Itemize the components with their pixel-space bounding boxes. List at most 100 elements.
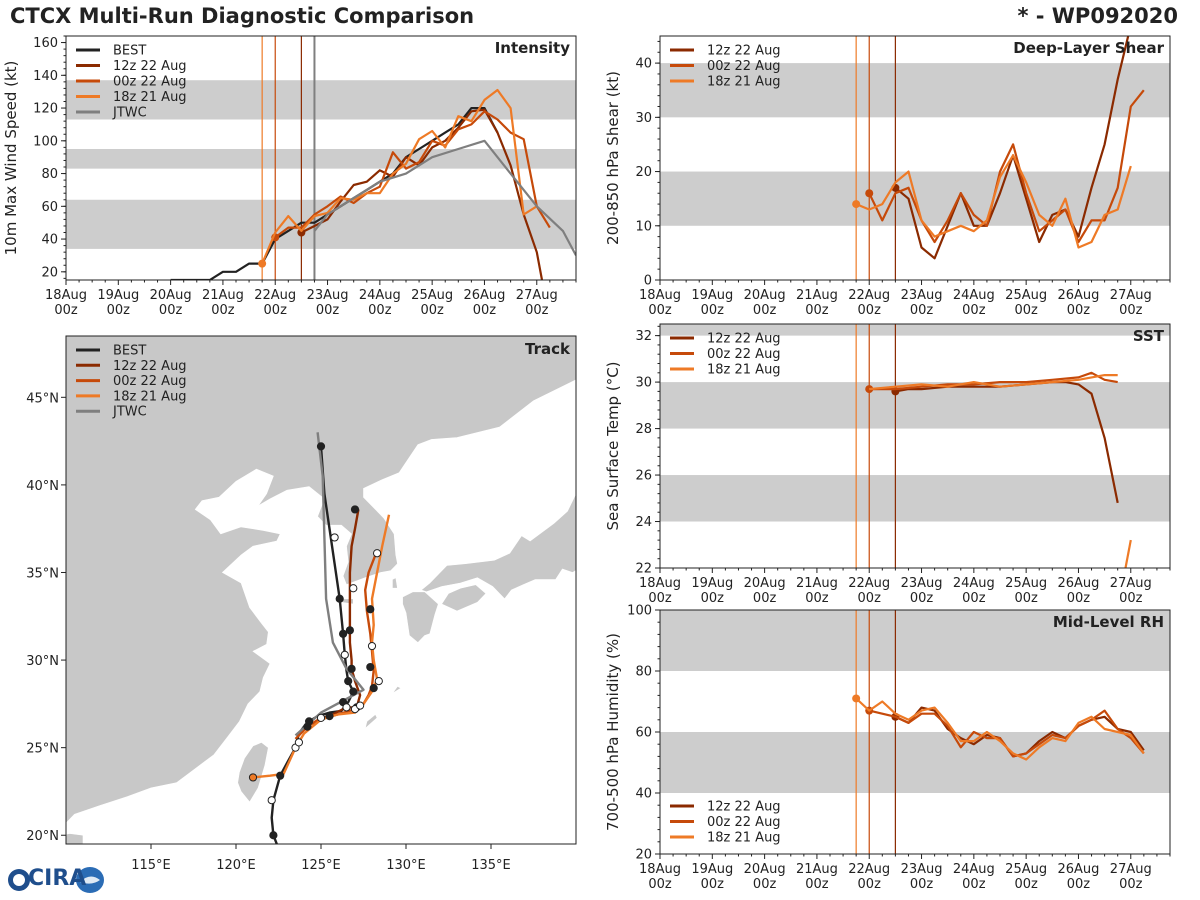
cira-logo-swirl [80, 876, 100, 884]
track-point-run_00z [367, 641, 377, 651]
intensity-series-run_12z [300, 108, 544, 280]
shear-xtick-day: 26Aug [1057, 288, 1099, 303]
track-point-run_18z [356, 701, 365, 710]
shear-title: Deep-Layer Shear [1013, 39, 1164, 57]
sst-xtick-hour: 00z [1014, 591, 1038, 606]
shear-legend-label: 12z 22 Aug [707, 44, 781, 59]
shear-xtick-hour: 00z [1119, 303, 1143, 318]
sst-xtick-day: 18Aug [639, 576, 681, 591]
rh-xtick-hour: 00z [753, 877, 777, 892]
track-point-best [335, 594, 344, 603]
track-point-best [349, 687, 358, 696]
sst-ytick-label: 24 [635, 515, 652, 530]
rh-xtick-day: 21Aug [796, 862, 838, 877]
intensity-ytick-label: 20 [41, 265, 58, 280]
sst-xtick-day: 21Aug [796, 576, 838, 591]
storm-id: * - WP092020 [1017, 4, 1178, 28]
rh-xtick-hour: 00z [648, 877, 672, 892]
shear-xtick-hour: 00z [648, 303, 672, 318]
intensity-xtick-hour: 00z [159, 303, 183, 318]
shear-xtick-hour: 00z [753, 303, 777, 318]
land-hainan [66, 833, 84, 844]
shear-xtick-day: 21Aug [796, 288, 838, 303]
sst-series-run_18z-tail [1124, 539, 1132, 568]
sst-frame [659, 323, 1171, 569]
track-point-best [325, 712, 334, 721]
rh-xtick-day: 18Aug [639, 862, 681, 877]
sst-xtick-day: 19Aug [691, 576, 733, 591]
rh-xtick-day: 19Aug [691, 862, 733, 877]
land-kyushu [402, 591, 439, 644]
sst-xtick-hour: 00z [753, 591, 777, 606]
sst-xtick-hour: 00z [701, 591, 725, 606]
track-line-jtwc [294, 432, 365, 737]
rh-xtick-hour: 00z [1067, 877, 1091, 892]
track-xtick-label: 115°E [131, 858, 171, 873]
rh-panel: 2040608010018Aug00z19Aug00z20Aug00z21Aug… [604, 604, 1171, 892]
shear-xtick-hour: 00z [701, 303, 725, 318]
intensity-ytick-label: 160 [33, 36, 58, 51]
rh-title: Mid-Level RH [1053, 613, 1164, 631]
intensity-xtick-day: 22Aug [254, 288, 296, 303]
intensity-ytick-label: 40 [41, 233, 58, 248]
intensity-xtick-day: 18Aug [45, 288, 87, 303]
sst-title: SST [1133, 327, 1165, 345]
intensity-ylabel: 10m Max Wind Speed (kt) [2, 61, 20, 256]
rh-xtick-day: 22Aug [848, 862, 890, 877]
rh-series-group [852, 694, 1145, 761]
cira-logo [8, 867, 104, 893]
track-point-run_18z [294, 738, 303, 747]
track-xtick-label: 135°E [471, 858, 511, 873]
sst-xtick-hour: 00z [962, 591, 986, 606]
track-point-run_18z [248, 773, 258, 782]
cira-logo-text: CIRA [28, 866, 87, 891]
track-point-run_00z [366, 662, 375, 672]
intensity-ytick-label: 120 [33, 102, 58, 117]
sst-xtick-day: 25Aug [1005, 576, 1047, 591]
intensity-xtick-hour: 00z [368, 303, 392, 318]
intensity-band-1 [66, 148, 576, 169]
shear-xtick-hour: 00z [805, 303, 829, 318]
track-map-group [66, 336, 576, 844]
shear-xtick-day: 22Aug [848, 288, 890, 303]
sst-ytick-label: 28 [635, 422, 652, 437]
shear-legend-label: 18z 21 Aug [707, 75, 781, 90]
track-point-best [340, 650, 349, 659]
rh-xtick-hour: 00z [701, 877, 725, 892]
shear-frame [659, 35, 1171, 281]
shear-xtick-day: 20Aug [744, 288, 786, 303]
rh-ytick-label: 100 [627, 604, 652, 619]
intensity-xtick-hour: 00z [316, 303, 340, 318]
track-ytick-label: 45°N [26, 391, 59, 406]
rh-xtick-hour: 00z [858, 877, 882, 892]
land-taiwan [237, 742, 269, 803]
rh-xtick-hour: 00z [910, 877, 934, 892]
track-legend-label: 00z 22 Aug [113, 374, 187, 389]
intensity-xtick-day: 26Aug [463, 288, 505, 303]
shear-xtick-day: 18Aug [639, 288, 681, 303]
sst-xtick-day: 27Aug [1110, 576, 1152, 591]
intensity-xtick-hour: 00z [211, 303, 235, 318]
track-panel: 115°E 120°E 125°E 130°E 135°E 20°N 25°N 30°N 35°… [26, 335, 577, 873]
track-point-best [267, 796, 276, 805]
track-point-best [316, 442, 326, 451]
sst-xtick-hour: 00z [805, 591, 829, 606]
sst-xtick-hour: 00z [910, 591, 934, 606]
shear-xtick-hour: 00z [1014, 303, 1038, 318]
land-shikoku [441, 584, 487, 612]
shear-xtick-hour: 00z [1067, 303, 1091, 318]
track-xtick-label: 120°E [216, 858, 256, 873]
intensity-xtick-day: 19Aug [97, 288, 139, 303]
rh-ytick-label: 80 [635, 665, 652, 680]
track-xtick-label: 130°E [386, 858, 426, 873]
rh-legend-label: 12z 22 Aug [707, 800, 781, 815]
intensity-xtick-hour: 00z [473, 303, 497, 318]
rh-ytick-label: 60 [635, 726, 652, 741]
track-legend-label: JTWC [112, 405, 147, 420]
rh-ylabel: 700-500 hPa Humidity (%) [604, 633, 622, 831]
track-ytick-label: 40°N [26, 479, 59, 494]
track-title: Track [525, 340, 571, 358]
intensity-xtick-day: 20Aug [150, 288, 192, 303]
shear-legend-label: 00z 22 Aug [707, 59, 781, 74]
